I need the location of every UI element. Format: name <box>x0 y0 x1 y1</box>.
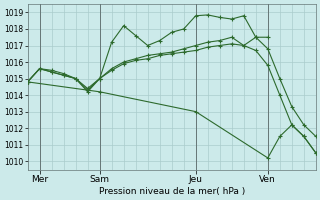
X-axis label: Pression niveau de la mer( hPa ): Pression niveau de la mer( hPa ) <box>99 187 245 196</box>
